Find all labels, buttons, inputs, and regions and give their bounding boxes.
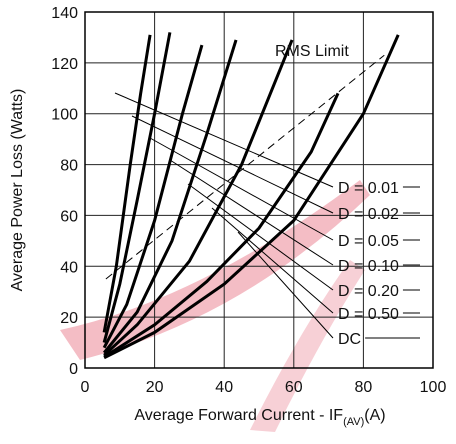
x-tick-label: 40 <box>215 379 233 396</box>
y-tick-label: 100 <box>51 107 78 124</box>
series-label: DC <box>338 331 361 348</box>
y-tick-label: 80 <box>60 158 78 175</box>
curve <box>102 32 172 343</box>
x-axis-title-unit: (A) <box>364 407 385 424</box>
series-label: D = 0.20 <box>338 283 399 300</box>
watermark <box>250 260 365 432</box>
leader-line <box>131 115 334 214</box>
curve <box>102 34 152 333</box>
watermark <box>60 180 370 360</box>
curve <box>103 34 400 360</box>
x-axis-title: Average Forward Current - IF(AV)(A) <box>134 407 385 428</box>
leader-line <box>211 207 334 314</box>
series-label: RMS Limit <box>275 43 349 60</box>
leader-line <box>149 137 334 241</box>
y-tick-label: 120 <box>51 56 78 73</box>
x-tick-label: 100 <box>420 379 447 396</box>
curve <box>103 39 294 357</box>
x-tick-label: 60 <box>285 379 303 396</box>
y-tick-label: 20 <box>60 310 78 327</box>
y-tick-label: 60 <box>60 208 78 225</box>
series-label: D = 0.05 <box>338 233 399 250</box>
leader-line <box>187 183 334 291</box>
y-tick-label: 0 <box>69 361 78 378</box>
leader-line <box>237 231 334 339</box>
leader-line <box>169 159 334 266</box>
series-label: D = 0.01 <box>338 180 399 197</box>
curve <box>102 44 204 349</box>
y-tick-label: 140 <box>51 5 78 22</box>
curve <box>103 92 340 359</box>
x-axis-title-sub: (AV) <box>343 416 364 428</box>
series-label: D = 0.10 <box>338 258 399 275</box>
rms-limit-line <box>105 54 385 280</box>
y-tick-label: 40 <box>60 259 78 276</box>
x-tick-label: 0 <box>81 379 90 396</box>
x-axis-title-main: Average Forward Current - IF <box>134 407 343 424</box>
x-tick-label: 80 <box>355 379 373 396</box>
plot-frame <box>84 11 434 369</box>
x-tick-label: 20 <box>146 379 164 396</box>
series-label: D = 0.02 <box>338 206 399 223</box>
y-axis-title: Average Power Loss (Watts) <box>9 89 26 292</box>
curve <box>102 39 238 354</box>
series-label: D = 0.50 <box>338 306 399 323</box>
